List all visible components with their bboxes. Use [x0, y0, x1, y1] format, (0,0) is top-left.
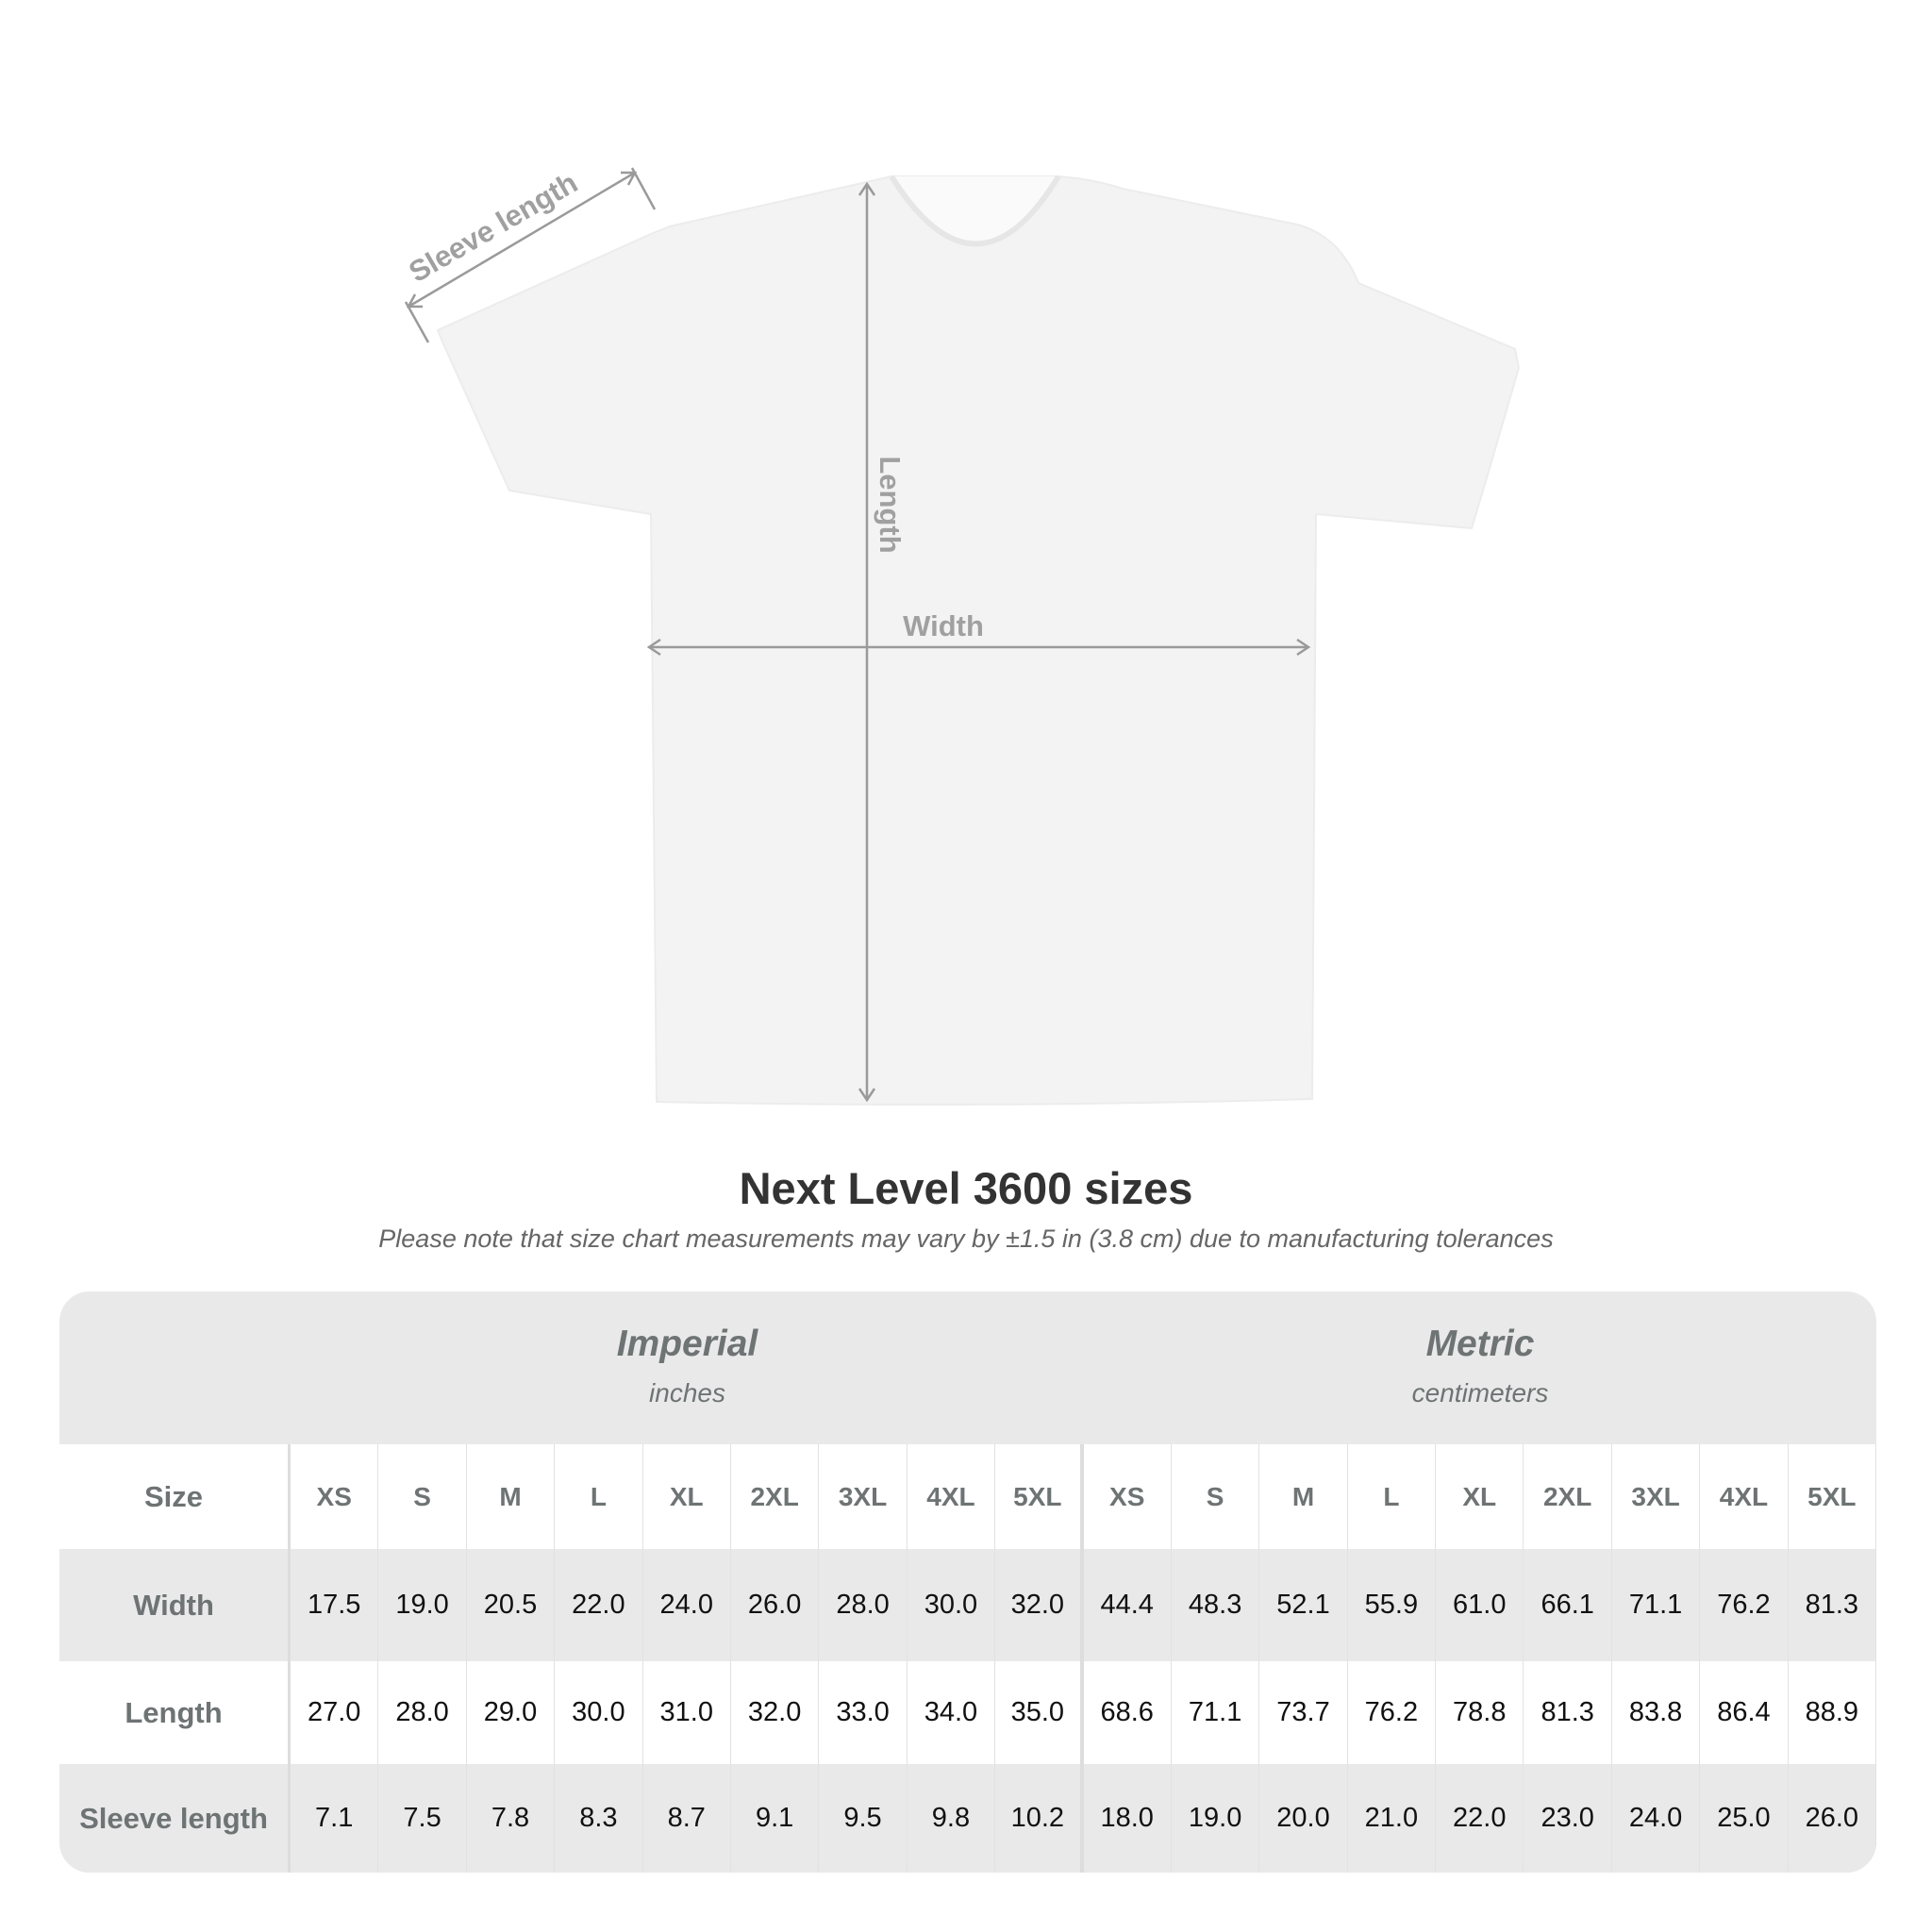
imperial-value-cell: 20.5	[467, 1549, 556, 1661]
tolerance-note: Please note that size chart measurements…	[378, 1224, 1554, 1253]
imperial-header: Imperial inches	[291, 1291, 1084, 1444]
length-label: Length	[874, 456, 907, 553]
row-label: Size	[59, 1444, 291, 1549]
imperial-value-cell: 35.0	[995, 1661, 1084, 1764]
imperial-value-cell: 9.1	[731, 1764, 820, 1873]
measure-row: Sleeve length 7.1 7.5 7.8 8.3 8.7 9.1 9.5 9.8 10.…	[59, 1764, 1876, 1873]
metric-size-header: 3XL	[1612, 1444, 1701, 1549]
imperial-value-cell: 7.1	[291, 1764, 379, 1873]
metric-value-cell: 20.0	[1259, 1764, 1348, 1873]
imperial-value-cell: 32.0	[995, 1549, 1084, 1661]
row-label: Sleeve length	[59, 1764, 291, 1873]
measure-row: Width 17.5 19.0 20.5 22.0 24.0 26.0 28.0 30.0 32.…	[59, 1549, 1876, 1661]
imperial-value-cell: 8.7	[643, 1764, 731, 1873]
metric-size-header: 5XL	[1789, 1444, 1876, 1549]
metric-size-header: S	[1172, 1444, 1260, 1549]
row-label: Width	[59, 1549, 291, 1661]
metric-value-cell: 18.0	[1084, 1764, 1172, 1873]
imperial-value-cell: 9.8	[908, 1764, 996, 1873]
metric-value-cell: 44.4	[1084, 1549, 1172, 1661]
imperial-value-cell: 34.0	[908, 1661, 996, 1764]
metric-value-cell: 26.0	[1789, 1764, 1876, 1873]
metric-value-cell: 23.0	[1524, 1764, 1612, 1873]
metric-value-cell: 86.4	[1700, 1661, 1789, 1764]
imperial-value-cell: 19.0	[378, 1549, 467, 1661]
metric-value-cell: 55.9	[1348, 1549, 1437, 1661]
imperial-value-cell: 32.0	[731, 1661, 820, 1764]
metric-value-cell: 88.9	[1789, 1661, 1876, 1764]
metric-value-cell: 61.0	[1436, 1549, 1524, 1661]
width-label: Width	[903, 609, 984, 642]
metric-label: Metric	[1425, 1324, 1535, 1364]
tshirt-diagram: Sleeve length Length Width	[403, 166, 1521, 1106]
imperial-value-cell: 8.3	[555, 1764, 643, 1873]
imperial-value-cell: 22.0	[555, 1549, 643, 1661]
metric-value-cell: 73.7	[1259, 1661, 1348, 1764]
imperial-value-cell: 28.0	[378, 1661, 467, 1764]
metric-value-cell: 81.3	[1524, 1661, 1612, 1764]
imperial-value-cell: 7.8	[467, 1764, 556, 1873]
imperial-value-cell: 17.5	[291, 1549, 379, 1661]
measure-arrows	[404, 167, 1311, 1103]
metric-size-header: L	[1348, 1444, 1437, 1549]
metric-header: Metric centimeters	[1084, 1291, 1876, 1444]
imperial-label: Imperial	[616, 1324, 758, 1364]
imperial-value-cell: 33.0	[819, 1661, 908, 1764]
imperial-value-cell: 24.0	[643, 1549, 731, 1661]
imperial-value-cell: 31.0	[643, 1661, 731, 1764]
metric-size-header: XL	[1436, 1444, 1524, 1549]
imperial-value-cell: 30.0	[908, 1549, 996, 1661]
imperial-value-cell: 29.0	[467, 1661, 556, 1764]
metric-value-cell: 21.0	[1348, 1764, 1437, 1873]
imperial-value-cell: 9.5	[819, 1764, 908, 1873]
metric-value-cell: 68.6	[1084, 1661, 1172, 1764]
row-label: Length	[59, 1661, 291, 1764]
metric-value-cell: 71.1	[1612, 1549, 1701, 1661]
imperial-value-cell: 30.0	[555, 1661, 643, 1764]
metric-value-cell: 81.3	[1789, 1549, 1876, 1661]
metric-value-cell: 24.0	[1612, 1764, 1701, 1873]
imperial-size-header: 4XL	[908, 1444, 996, 1549]
imperial-value-cell: 10.2	[995, 1764, 1084, 1873]
metric-value-cell: 48.3	[1172, 1549, 1260, 1661]
size-table: Imperial inches Metric centimeters Size X…	[59, 1291, 1876, 1873]
imperial-size-header: XS	[291, 1444, 379, 1549]
imperial-value-cell: 28.0	[819, 1549, 908, 1661]
metric-value-cell: 78.8	[1436, 1661, 1524, 1764]
metric-value-cell: 19.0	[1172, 1764, 1260, 1873]
metric-value-cell: 66.1	[1524, 1549, 1612, 1661]
imperial-size-header: XL	[643, 1444, 731, 1549]
metric-size-header: XS	[1084, 1444, 1172, 1549]
imperial-size-header: 5XL	[995, 1444, 1084, 1549]
metric-size-header: 2XL	[1524, 1444, 1612, 1549]
imperial-value-cell: 27.0	[291, 1661, 379, 1764]
sleeve-length-label: Sleeve length	[403, 166, 583, 289]
metric-value-cell: 76.2	[1348, 1661, 1437, 1764]
metric-value-cell: 71.1	[1172, 1661, 1260, 1764]
tshirt-image	[436, 175, 1521, 1106]
metric-size-header: M	[1259, 1444, 1348, 1549]
size-row: Size XS S M L XL 2XL 3XL 4XL 5XL XS S M L XL 2XL 3XL 4XL 5…	[59, 1444, 1876, 1549]
imperial-size-header: 3XL	[819, 1444, 908, 1549]
measure-row: Length 27.0 28.0 29.0 30.0 31.0 32.0 33.0 34.0 35…	[59, 1661, 1876, 1764]
imperial-value-cell: 7.5	[378, 1764, 467, 1873]
metric-size-header: 4XL	[1700, 1444, 1789, 1549]
metric-value-cell: 22.0	[1436, 1764, 1524, 1873]
imperial-size-header: L	[555, 1444, 643, 1549]
metric-value-cell: 52.1	[1259, 1549, 1348, 1661]
metric-value-cell: 83.8	[1612, 1661, 1701, 1764]
metric-value-cell: 25.0	[1700, 1764, 1789, 1873]
imperial-size-header: 2XL	[731, 1444, 820, 1549]
imperial-value-cell: 26.0	[731, 1549, 820, 1661]
imperial-unit: inches	[649, 1378, 725, 1407]
page-title: Next Level 3600 sizes	[739, 1163, 1193, 1213]
metric-unit: centimeters	[1411, 1378, 1549, 1407]
metric-value-cell: 76.2	[1700, 1549, 1789, 1661]
imperial-size-header: S	[378, 1444, 467, 1549]
imperial-size-header: M	[467, 1444, 556, 1549]
